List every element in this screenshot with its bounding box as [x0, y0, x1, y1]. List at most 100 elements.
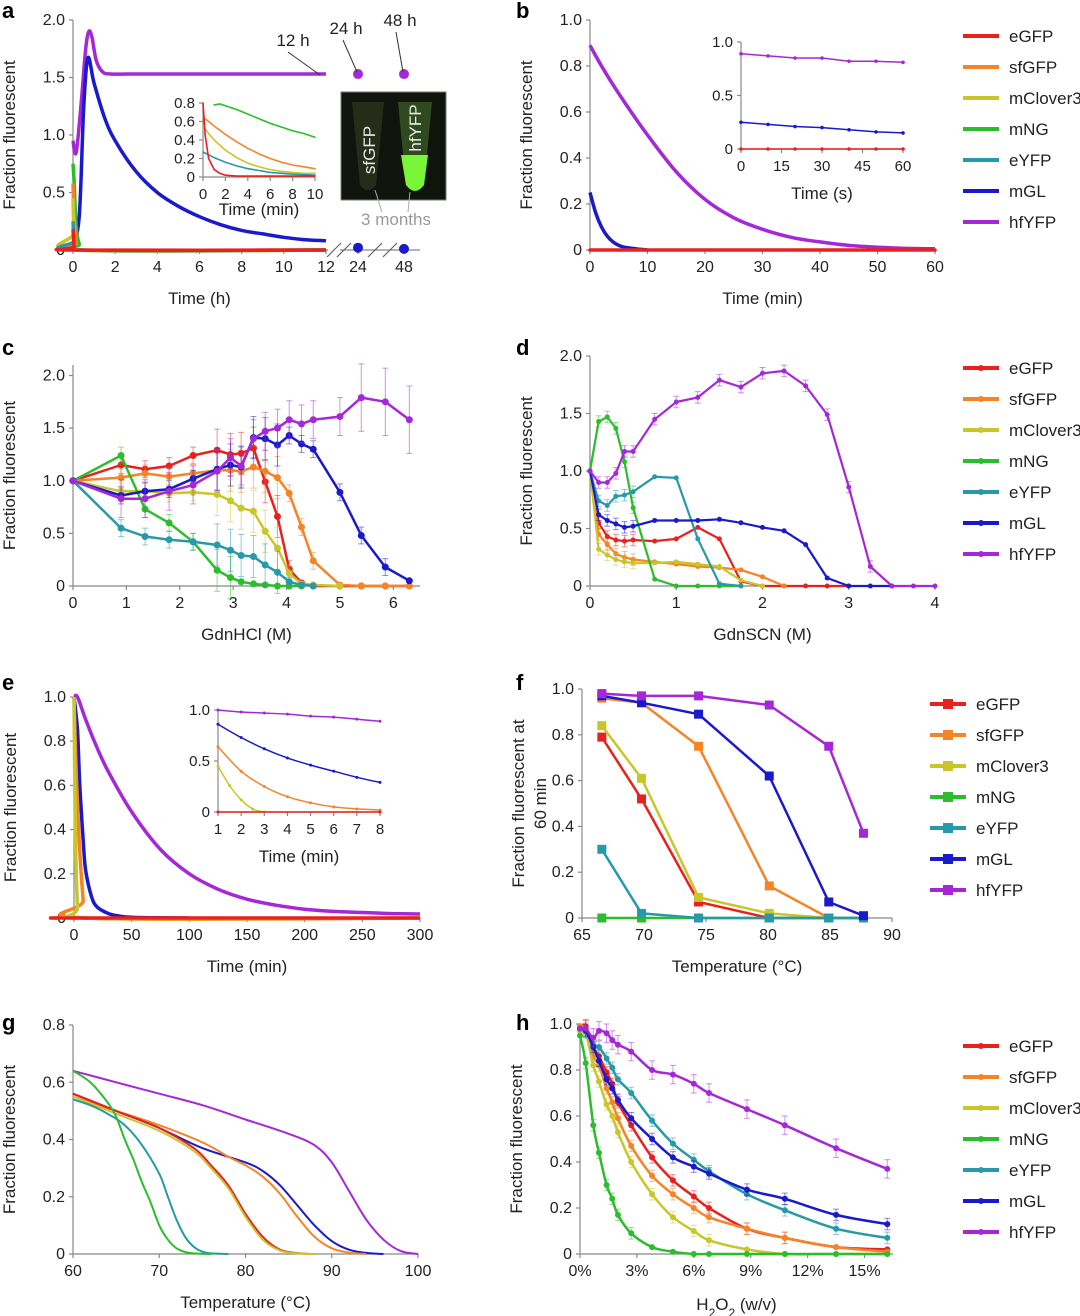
f-series-mgl	[597, 691, 868, 921]
b-inset-point	[820, 147, 824, 151]
a-ytick-label: 1.0	[43, 127, 65, 144]
b-xtick-label: 0	[586, 259, 595, 276]
e-inset-point	[309, 763, 313, 767]
h-line-eyfp	[579, 1027, 888, 1240]
h-point	[884, 1165, 891, 1172]
legend-item-mng: mNG	[930, 788, 1016, 807]
c-xtick-label: 6	[389, 595, 398, 612]
c-xtick-label: 2	[175, 595, 184, 612]
a-leader-3months-sfgfp	[374, 189, 383, 213]
h-point	[603, 1101, 610, 1108]
a-inset-series-eyfp	[202, 151, 316, 176]
h-line-sfgfp	[579, 1024, 888, 1253]
b-inset-point	[874, 147, 878, 151]
h-point	[833, 1211, 840, 1218]
h-point	[590, 1122, 597, 1129]
legend-item-mng: mNG	[963, 1130, 1049, 1149]
b-inset-point	[739, 51, 743, 56]
e-inset-point	[332, 715, 336, 719]
b-inset-xtick-label: 30	[814, 158, 831, 175]
d-point	[613, 537, 619, 543]
c-point	[189, 452, 197, 460]
f-ylabel: 60 min	[531, 778, 550, 829]
h-ytick-label: 0	[563, 1246, 572, 1263]
d-point	[867, 563, 873, 569]
panel-letter-a: a	[2, 0, 15, 23]
a-series-mgl	[71, 55, 327, 251]
h-point	[690, 1080, 697, 1087]
b-series-hfyfp	[588, 44, 936, 251]
a-inset-xtick-label: 0	[199, 186, 207, 203]
b-inset-point	[820, 56, 824, 60]
a-ytick-label: 1.5	[43, 70, 65, 87]
e-inset-point	[378, 810, 382, 814]
c-point	[261, 561, 269, 569]
c-point	[261, 467, 269, 475]
f-point	[597, 844, 607, 854]
h-xtick-label: 15%	[849, 1263, 881, 1280]
e-inset-point	[355, 807, 359, 811]
panel-f: 0 0.2 0.4 0.6 0.8 1.0 65 70 75 80 85 90 Fraction flu…	[509, 681, 1049, 976]
e-inset-point	[239, 736, 243, 740]
f-series-egfp	[597, 732, 868, 923]
h-point	[577, 1032, 583, 1039]
d-point	[738, 583, 744, 589]
e-ytick-label: 0.6	[44, 777, 66, 794]
c-point	[249, 507, 257, 515]
h-point	[649, 1154, 656, 1161]
h-point	[705, 1090, 712, 1096]
d-point	[760, 574, 765, 580]
h-point	[614, 1076, 621, 1083]
a-xtick-label: 2	[111, 259, 120, 276]
a-ytick-label: 0.5	[43, 185, 65, 202]
d-point	[604, 414, 610, 420]
b-xtick-label: 40	[811, 259, 829, 276]
a-inset-ytick-label: 0.4	[174, 132, 195, 149]
e-inset-point	[355, 717, 359, 721]
d-point	[824, 583, 830, 589]
c-xlabel: GdnHCl (M)	[201, 625, 292, 644]
d-point	[604, 534, 610, 540]
e-inset-xtick-label: 4	[283, 821, 291, 838]
d-point	[613, 493, 619, 499]
e-xtick-label: 0	[70, 927, 79, 944]
c-point	[336, 488, 344, 496]
e-ytick-label: 0.2	[44, 866, 66, 883]
b-inset-point	[766, 122, 770, 127]
c-point	[189, 538, 197, 546]
b-ytick-label: 0	[573, 242, 582, 259]
h-ytick-label: 0.8	[550, 1062, 572, 1079]
legend-label-mgl: mGL	[976, 850, 1013, 869]
legend-item-hfyfp: hfYFP	[963, 545, 1056, 564]
e-inset-point	[216, 764, 220, 768]
a-xtick-label: 12	[317, 259, 335, 276]
legend-label-egfp: eGFP	[1009, 27, 1053, 46]
h-point	[705, 1251, 712, 1257]
e-inset-point	[309, 801, 313, 805]
h-point	[628, 1048, 635, 1055]
a-inset-series-sfgfp	[202, 116, 316, 170]
legend-marker-mclover3	[943, 761, 953, 771]
a-point-48h-hfyfp	[399, 69, 409, 80]
c-point	[381, 582, 389, 590]
legend-item-egfp: eGFP	[963, 359, 1053, 378]
f-ylabel: Fraction fluorescent at	[509, 719, 528, 887]
f-point	[694, 897, 704, 907]
a-inset-ytick-label: 0.8	[174, 95, 195, 112]
d-point	[760, 370, 765, 376]
h-point	[705, 1205, 712, 1211]
h-point	[649, 1244, 656, 1251]
c-point	[336, 582, 344, 590]
e-inset-point	[378, 780, 382, 784]
legend-label-mng: mNG	[1009, 452, 1049, 471]
c-point	[165, 519, 173, 527]
h-point	[614, 1115, 621, 1122]
h-point	[669, 1214, 676, 1221]
g-ytick-label: 0.6	[43, 1074, 65, 1091]
legend-marker-eyfp	[978, 489, 984, 495]
a-point-24h-hfyfp	[353, 69, 363, 80]
legend-marker-egfp	[943, 699, 953, 709]
legend-marker-mgl	[978, 520, 984, 526]
e-xlabel: Time (min)	[207, 957, 288, 976]
f-xtick-label: 80	[759, 927, 777, 944]
